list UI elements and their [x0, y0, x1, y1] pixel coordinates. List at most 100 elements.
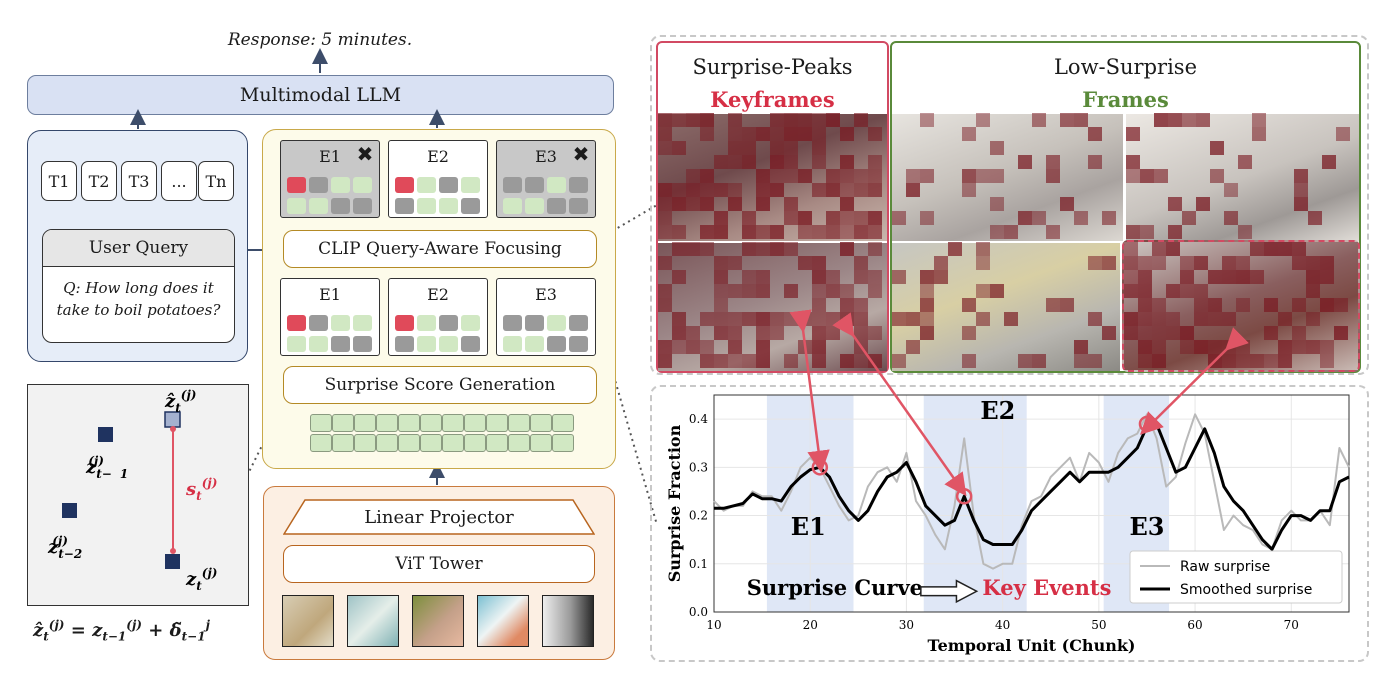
x-tick-label: 70 — [1284, 618, 1299, 632]
token-cell — [569, 336, 588, 352]
event-label: E1 — [319, 147, 341, 166]
visual-token — [442, 434, 464, 452]
token-cell — [461, 315, 480, 331]
low-surprise-subtitle: Frames — [1082, 87, 1169, 112]
legend-label-smoothed: Smoothed surprise — [1180, 582, 1312, 598]
token-cell — [353, 198, 372, 214]
token-cell — [331, 198, 350, 214]
x-axis-label: Temporal Unit (Chunk) — [928, 636, 1136, 655]
event-label: E3 — [535, 285, 557, 304]
token-cell — [353, 336, 372, 352]
vision-encoder-panel: Linear Projector ViT Tower — [263, 486, 615, 660]
token-cell — [525, 198, 544, 214]
token-cell — [503, 315, 522, 331]
token-cell — [525, 315, 544, 331]
chart-dashed-container — [650, 385, 1369, 662]
x-tick-label: 30 — [899, 618, 914, 632]
visual-token — [530, 414, 552, 432]
token-cell — [417, 315, 436, 331]
hollow-arrow-icon — [920, 579, 979, 604]
token-cell — [395, 315, 414, 331]
frames-dashed-container — [650, 35, 1369, 375]
token-cell — [461, 198, 480, 214]
token-cell — [503, 336, 522, 352]
token-cell — [353, 177, 372, 193]
latent-point-t — [165, 554, 180, 569]
token-cell — [287, 336, 306, 352]
visual-token — [354, 434, 376, 452]
user-query-box: User Query Q: How long does it take to b… — [42, 229, 235, 343]
token-cell — [395, 198, 414, 214]
event-annotation: E1 — [791, 512, 826, 541]
token-cell — [331, 177, 350, 193]
token-cell — [309, 336, 328, 352]
visual-token — [552, 434, 574, 452]
visual-token — [530, 434, 552, 452]
keyframes-subtitle: Keyframes — [710, 87, 835, 112]
y-tick-label: 0.2 — [689, 509, 708, 523]
discard-icon: ✖ — [572, 142, 590, 166]
visual-token — [332, 434, 354, 452]
token-cell — [461, 336, 480, 352]
event-label: E2 — [427, 147, 449, 166]
visual-token — [486, 434, 508, 452]
visual-token — [376, 414, 398, 432]
token-cell — [547, 177, 566, 193]
token-cell — [569, 177, 588, 193]
token-cell — [503, 177, 522, 193]
input-panel: T1 T2 T3 ... Tn User Query Q: How long d… — [27, 130, 248, 362]
token-cell — [417, 198, 436, 214]
visual-token — [398, 414, 420, 432]
token-cell — [439, 336, 458, 352]
visual-token — [310, 434, 332, 452]
query-line-1: Q: How long does it — [63, 279, 214, 297]
token-cell — [395, 177, 414, 193]
event-box: E2 — [388, 140, 488, 218]
video-frame-thumb-4 — [477, 595, 529, 647]
token-cell — [439, 198, 458, 214]
token-box: T2 — [81, 161, 117, 201]
dotted-zoom-latent — [246, 404, 283, 477]
discard-icon: ✖ — [356, 142, 374, 166]
token-cell — [309, 198, 328, 214]
token-cell — [287, 198, 306, 214]
query-line-2: take to boil potatoes? — [56, 301, 221, 319]
user-query-title: User Query — [43, 230, 234, 267]
y-axis-label: Surprise Fraction — [665, 424, 684, 582]
llm-label: Multimodal LLM — [239, 84, 402, 106]
event-label: E1 — [319, 285, 341, 304]
token-cell — [461, 177, 480, 193]
visual-token — [332, 414, 354, 432]
caption-surprise-curve: Surprise Curve — [747, 575, 923, 600]
event-box: E3 ✖ — [496, 140, 596, 218]
linear-projector-shape — [283, 499, 595, 535]
legend-box — [1129, 550, 1343, 604]
token-cell — [417, 177, 436, 193]
visual-token — [486, 414, 508, 432]
linear-projector-label: Linear Projector — [364, 506, 514, 528]
token-cell — [525, 177, 544, 193]
token-cell — [287, 315, 306, 331]
token-cell — [569, 198, 588, 214]
event-annotation: E3 — [1129, 512, 1164, 541]
visual-token — [310, 414, 332, 432]
visual-token — [508, 434, 530, 452]
event-box: E1 — [280, 278, 380, 356]
token-cell — [503, 198, 522, 214]
visual-token — [552, 414, 574, 432]
token-cell — [547, 198, 566, 214]
token-cell — [309, 177, 328, 193]
token-cell — [331, 336, 350, 352]
video-frame-thumb-5 — [542, 595, 594, 647]
surprise-generation-pill: Surprise Score Generation — [283, 366, 597, 404]
keyframes-title: Surprise-Peaks — [692, 55, 853, 79]
visual-token — [398, 434, 420, 452]
event-box: E1 ✖ — [280, 140, 380, 218]
visual-token — [464, 434, 486, 452]
video-frame-thumb-2 — [347, 595, 399, 647]
x-tick-label: 40 — [995, 618, 1010, 632]
event-box: E2 — [388, 278, 488, 356]
multimodal-llm-block: Multimodal LLM — [27, 75, 614, 115]
token-box: T3 — [121, 161, 157, 201]
y-tick-label: 0.4 — [689, 412, 708, 426]
